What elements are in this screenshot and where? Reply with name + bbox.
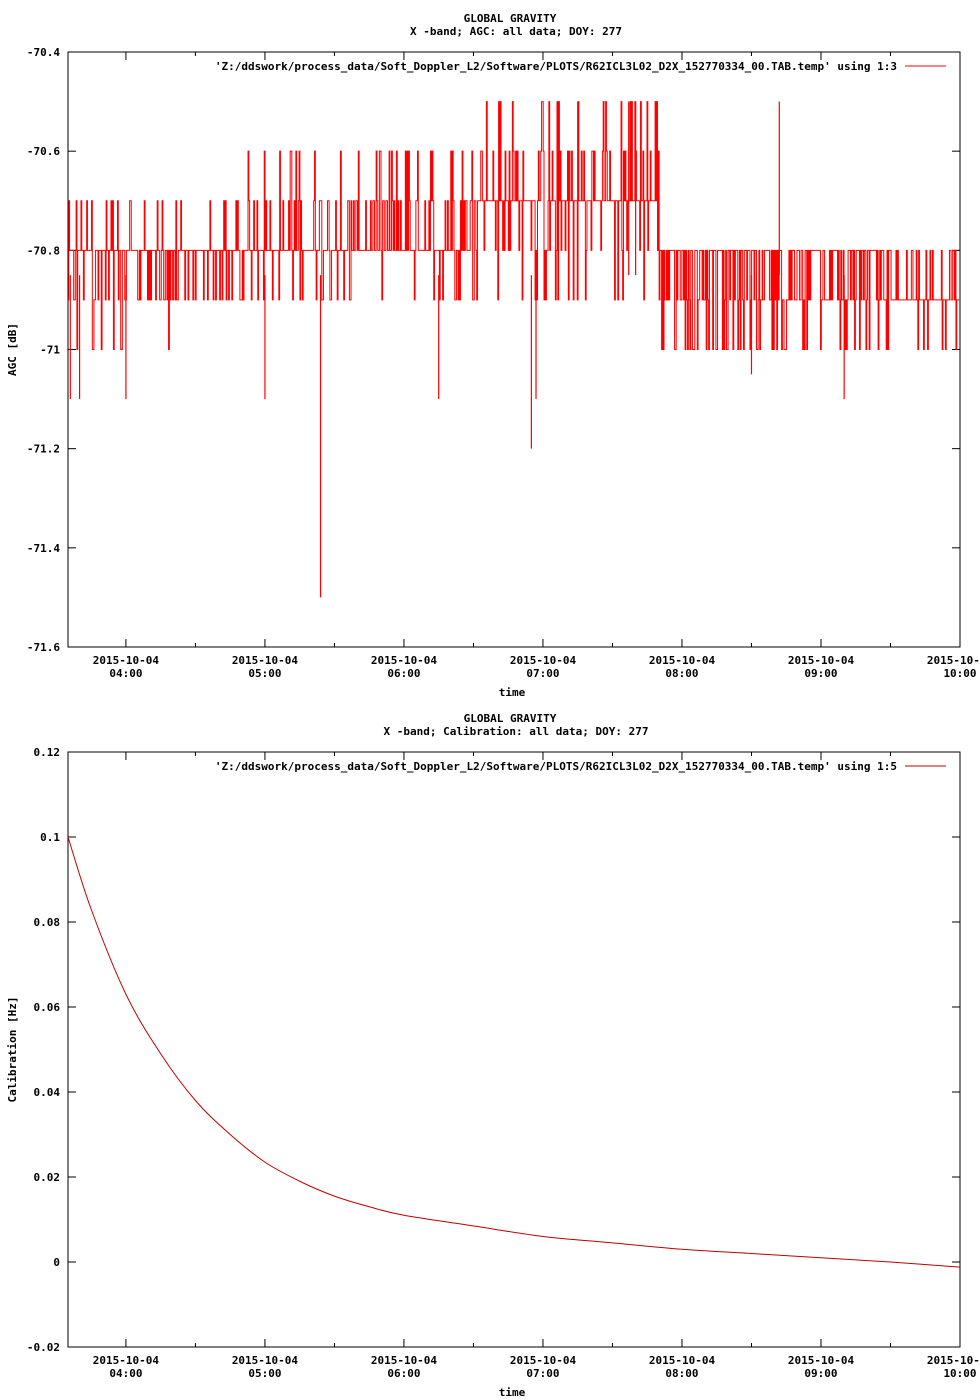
y-tick-label: -0.02 bbox=[27, 1341, 60, 1354]
y-tick-label: -71.2 bbox=[27, 443, 60, 456]
x-tick-time: 07:00 bbox=[526, 1367, 559, 1380]
y-tick-label: -70.6 bbox=[27, 145, 60, 158]
y-tick-label: -70.4 bbox=[27, 46, 60, 59]
x-tick-time: 07:00 bbox=[526, 667, 559, 680]
x-axis-label: time bbox=[499, 686, 526, 699]
x-tick-date: 2015-10-04 bbox=[232, 1354, 299, 1367]
legend-label: 'Z:/ddswork/process_data/Soft_Doppler_L2… bbox=[215, 60, 897, 73]
y-axis-label: AGC [dB] bbox=[6, 323, 19, 376]
x-tick-date: 2015-10-04 bbox=[93, 654, 160, 667]
y-tick-label: -71.4 bbox=[27, 542, 60, 555]
legend-label: 'Z:/ddswork/process_data/Soft_Doppler_L2… bbox=[215, 760, 897, 773]
x-tick-date: 2015-10-04 bbox=[232, 654, 299, 667]
x-tick-time: 05:00 bbox=[248, 1367, 281, 1380]
x-tick-time: 10:00 bbox=[943, 667, 976, 680]
y-tick-label: 0.1 bbox=[40, 831, 60, 844]
chart-title: GLOBAL GRAVITY bbox=[464, 12, 557, 25]
y-tick-label: -71.6 bbox=[27, 641, 60, 654]
y-tick-label: 0.08 bbox=[34, 916, 61, 929]
x-tick-date: 2015-10-04 bbox=[371, 1354, 438, 1367]
x-tick-date: 2015-10-04 bbox=[927, 1354, 980, 1367]
y-tick-label: 0 bbox=[53, 1256, 60, 1269]
x-tick-time: 10:00 bbox=[943, 1367, 976, 1380]
y-tick-label: 0.04 bbox=[34, 1086, 61, 1099]
x-tick-date: 2015-10-04 bbox=[371, 654, 438, 667]
x-tick-date: 2015-10-04 bbox=[649, 654, 716, 667]
series-line-agc bbox=[68, 101, 960, 350]
y-tick-label: 0.12 bbox=[34, 746, 61, 759]
x-tick-time: 06:00 bbox=[387, 667, 420, 680]
x-tick-time: 04:00 bbox=[109, 667, 142, 680]
x-tick-date: 2015-10-04 bbox=[93, 1354, 160, 1367]
chart-subtitle: X -band; Calibration: all data; DOY: 277 bbox=[384, 725, 649, 738]
plot-frame bbox=[67, 51, 961, 648]
series-line-calibration bbox=[67, 836, 961, 1268]
x-tick-time: 09:00 bbox=[804, 667, 837, 680]
chart-subtitle: X -band; AGC: all data; DOY: 277 bbox=[410, 25, 622, 38]
x-tick-date: 2015-10-04 bbox=[788, 654, 855, 667]
y-tick-label: 0.06 bbox=[34, 1001, 61, 1014]
x-tick-date: 2015-10-04 bbox=[927, 654, 980, 667]
x-tick-date: 2015-10-04 bbox=[510, 1354, 577, 1367]
chart-title: GLOBAL GRAVITY bbox=[464, 712, 557, 725]
y-tick-label: -71 bbox=[40, 344, 60, 357]
x-axis-label: time bbox=[499, 1386, 526, 1399]
x-tick-time: 09:00 bbox=[804, 1367, 837, 1380]
y-tick-label: -70.8 bbox=[27, 244, 60, 257]
x-tick-date: 2015-10-04 bbox=[649, 1354, 716, 1367]
x-tick-time: 06:00 bbox=[387, 1367, 420, 1380]
y-axis-label: Calibration [Hz] bbox=[6, 997, 19, 1103]
x-tick-time: 04:00 bbox=[109, 1367, 142, 1380]
plot-frame bbox=[67, 751, 961, 1348]
x-tick-time: 05:00 bbox=[248, 667, 281, 680]
x-tick-date: 2015-10-04 bbox=[788, 1354, 855, 1367]
x-tick-time: 08:00 bbox=[665, 667, 698, 680]
x-tick-date: 2015-10-04 bbox=[510, 654, 577, 667]
x-tick-time: 08:00 bbox=[665, 1367, 698, 1380]
y-tick-label: 0.02 bbox=[34, 1171, 61, 1184]
